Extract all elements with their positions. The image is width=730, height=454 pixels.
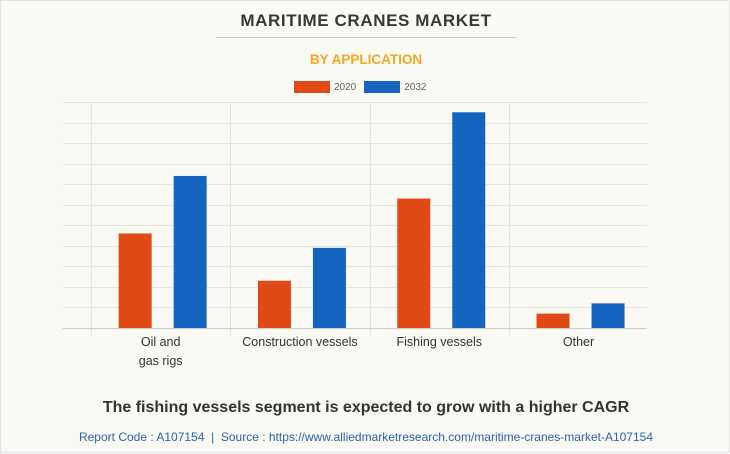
x-tick-label: gas rigs (139, 354, 183, 368)
bar-2020-construction-vessels (257, 280, 291, 328)
bar-2032-fishing-vessels (452, 112, 486, 328)
x-tick-label: Other (563, 335, 594, 349)
legend-item-2032[interactable]: 2032 (364, 81, 427, 93)
bar-2020-oil-and-gas-rigs (118, 233, 152, 328)
x-tick-label: Fishing vessels (397, 335, 482, 349)
legend-label-2032: 2032 (404, 81, 427, 93)
chart-subtitle: BY APPLICATION (309, 52, 423, 67)
insight-text: The fishing vessels segment is expected … (102, 399, 630, 416)
bar-2032-other (591, 303, 625, 328)
title-divider (216, 37, 516, 38)
bar-2032-oil-and-gas-rigs (173, 175, 207, 328)
legend-swatch-2020 (294, 81, 330, 93)
bar-2020-fishing-vessels (397, 198, 431, 328)
chart-title: MARITIME CRANES MARKET (240, 11, 492, 30)
legend-swatch-2032 (364, 81, 401, 93)
bar-2020-other (536, 313, 570, 328)
legend-label-2020: 2020 (334, 81, 357, 93)
bar-2032-construction-vessels (312, 247, 346, 328)
x-tick-label: Oil and (141, 335, 181, 349)
source-link[interactable]: Report Code : A107154 | Source : https:/… (78, 430, 654, 444)
legend: 2020 2032 (294, 81, 435, 93)
x-tick-label: Construction vessels (242, 335, 357, 349)
legend-item-2020[interactable]: 2020 (294, 81, 356, 93)
